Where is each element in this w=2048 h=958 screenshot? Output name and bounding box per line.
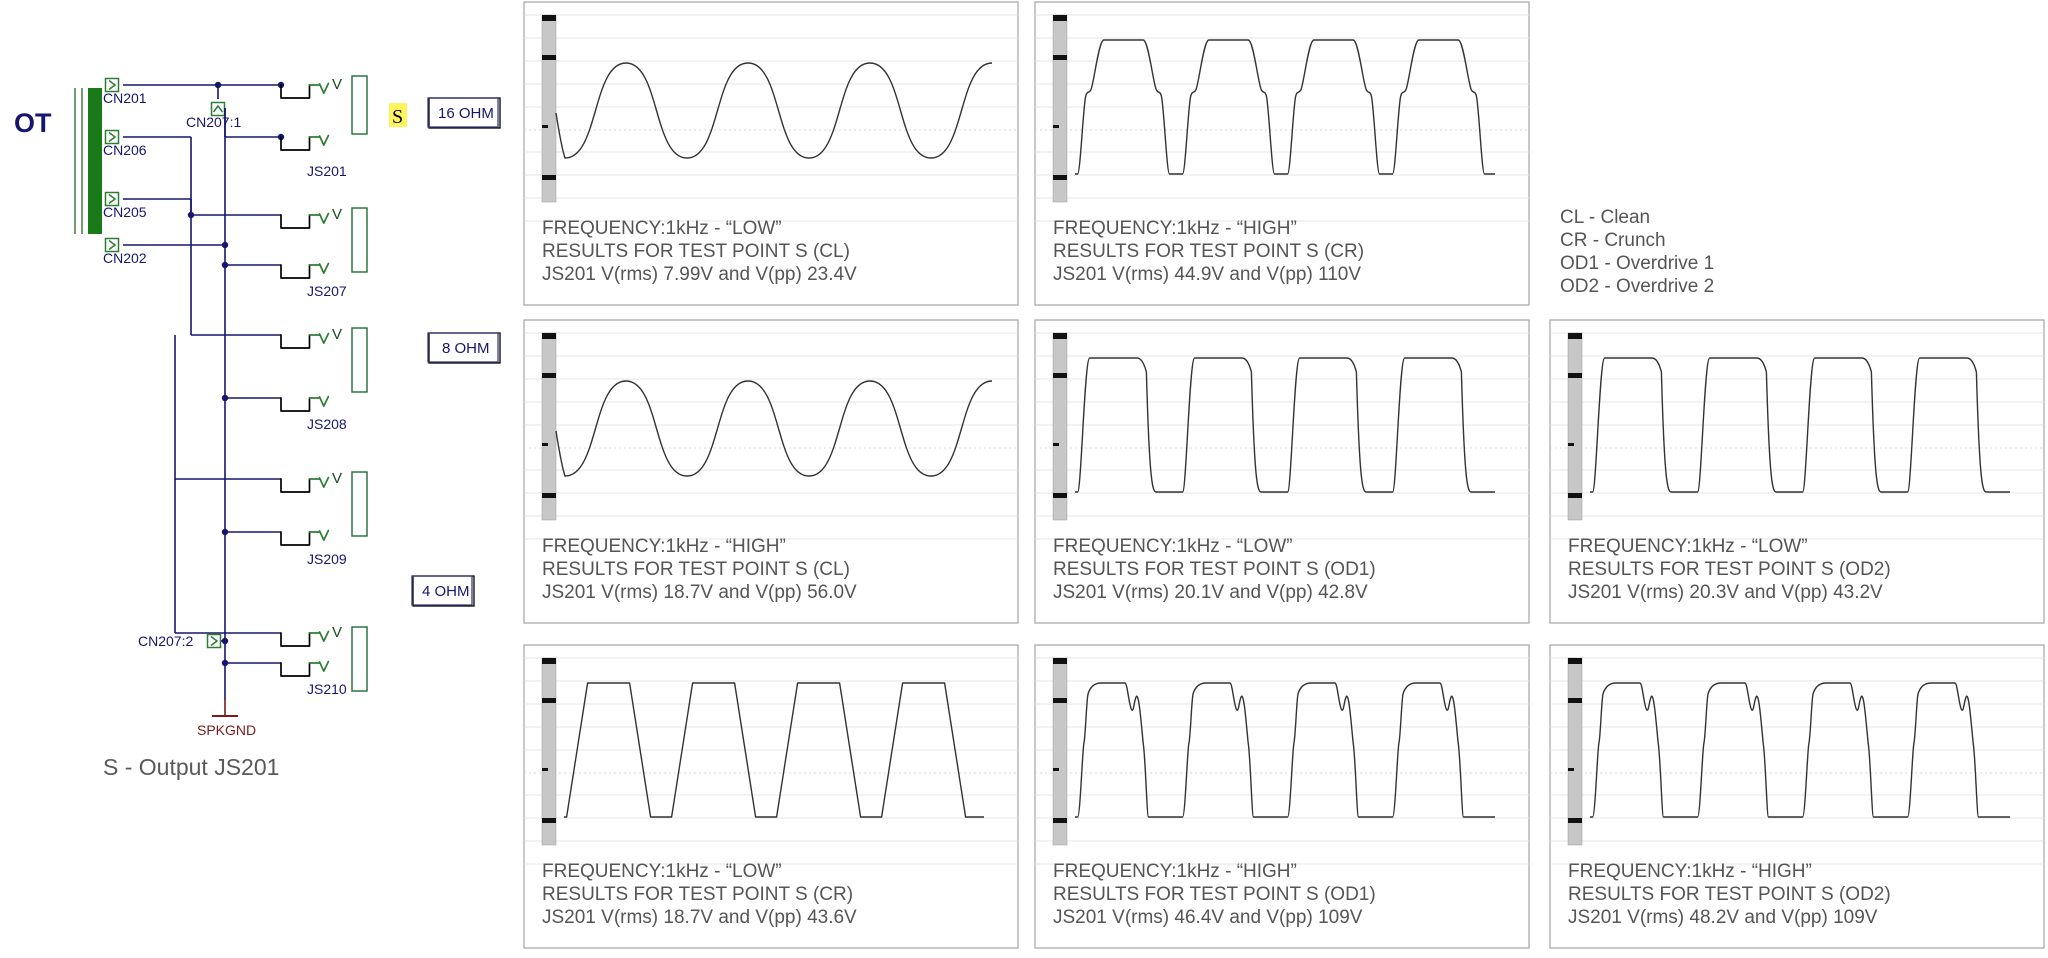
svg-text:S: S bbox=[392, 106, 403, 128]
svg-text:FREQUENCY:1kHz - “LOW”: FREQUENCY:1kHz - “LOW” bbox=[542, 218, 782, 239]
svg-text:JS201 V(rms) 20.1V and V(pp) 4: JS201 V(rms) 20.1V and V(pp) 42.8V bbox=[1053, 582, 1368, 603]
svg-text:RESULTS FOR TEST POINT S (OD1): RESULTS FOR TEST POINT S (OD1) bbox=[1053, 559, 1376, 580]
svg-text:JS201: JS201 bbox=[307, 163, 347, 179]
svg-text:FREQUENCY:1kHz - “LOW”: FREQUENCY:1kHz - “LOW” bbox=[542, 861, 782, 882]
svg-text:OT: OT bbox=[14, 108, 52, 138]
svg-text:JS201 V(rms) 48.2V and V(pp) 1: JS201 V(rms) 48.2V and V(pp) 109V bbox=[1568, 907, 1878, 928]
svg-text:FREQUENCY:1kHz - “HIGH”: FREQUENCY:1kHz - “HIGH” bbox=[1053, 218, 1297, 239]
svg-text:FREQUENCY:1kHz - “LOW”: FREQUENCY:1kHz - “LOW” bbox=[1053, 536, 1293, 557]
svg-text:FREQUENCY:1kHz - “LOW”: FREQUENCY:1kHz - “LOW” bbox=[1568, 536, 1808, 557]
svg-text:RESULTS FOR TEST POINT S (CL): RESULTS FOR TEST POINT S (CL) bbox=[542, 559, 850, 580]
svg-text:CN206: CN206 bbox=[103, 142, 147, 158]
svg-text:JS201 V(rms) 18.7V and V(pp) 5: JS201 V(rms) 18.7V and V(pp) 56.0V bbox=[542, 582, 857, 603]
svg-text:JS208: JS208 bbox=[307, 416, 347, 432]
svg-text:4 OHM: 4 OHM bbox=[422, 583, 470, 600]
svg-text:CN205: CN205 bbox=[103, 204, 147, 220]
svg-text:OD2 - Overdrive 2: OD2 - Overdrive 2 bbox=[1560, 276, 1714, 297]
svg-text:RESULTS FOR TEST POINT S (CL): RESULTS FOR TEST POINT S (CL) bbox=[542, 241, 850, 262]
svg-text:CL - Clean: CL - Clean bbox=[1560, 207, 1650, 228]
svg-text:RESULTS FOR TEST POINT S (OD2): RESULTS FOR TEST POINT S (OD2) bbox=[1568, 884, 1891, 905]
svg-text:RESULTS FOR TEST POINT S (OD2): RESULTS FOR TEST POINT S (OD2) bbox=[1568, 559, 1891, 580]
svg-text:FREQUENCY:1kHz - “HIGH”: FREQUENCY:1kHz - “HIGH” bbox=[1053, 861, 1297, 882]
svg-text:CN207:2: CN207:2 bbox=[138, 633, 193, 649]
svg-text:CN207:1: CN207:1 bbox=[186, 114, 241, 130]
svg-text:CN201: CN201 bbox=[103, 90, 147, 106]
svg-text:JS210: JS210 bbox=[307, 681, 347, 697]
svg-text:JS201 V(rms) 7.99V and V(pp) 2: JS201 V(rms) 7.99V and V(pp) 23.4V bbox=[542, 264, 857, 285]
svg-text:JS201 V(rms) 44.9V and V(pp) 1: JS201 V(rms) 44.9V and V(pp) 110V bbox=[1053, 264, 1361, 285]
svg-text:RESULTS FOR TEST POINT S (CR): RESULTS FOR TEST POINT S (CR) bbox=[542, 884, 853, 905]
svg-text:JS201 V(rms) 18.7V and V(pp) 4: JS201 V(rms) 18.7V and V(pp) 43.6V bbox=[542, 907, 857, 928]
svg-text:FREQUENCY:1kHz - “HIGH”: FREQUENCY:1kHz - “HIGH” bbox=[542, 536, 786, 557]
svg-text:S - Output JS201: S - Output JS201 bbox=[103, 754, 279, 780]
svg-text:JS209: JS209 bbox=[307, 551, 347, 567]
svg-text:RESULTS FOR TEST POINT S (OD1): RESULTS FOR TEST POINT S (OD1) bbox=[1053, 884, 1376, 905]
svg-text:16 OHM: 16 OHM bbox=[438, 105, 494, 122]
svg-text:RESULTS FOR TEST POINT S (CR): RESULTS FOR TEST POINT S (CR) bbox=[1053, 241, 1364, 262]
svg-text:OD1 - Overdrive 1: OD1 - Overdrive 1 bbox=[1560, 253, 1714, 274]
svg-text:CR - Crunch: CR - Crunch bbox=[1560, 230, 1666, 251]
svg-text:JS201 V(rms) 20.3V and V(pp) 4: JS201 V(rms) 20.3V and V(pp) 43.2V bbox=[1568, 582, 1883, 603]
svg-text:JS201 V(rms) 46.4V and V(pp) 1: JS201 V(rms) 46.4V and V(pp) 109V bbox=[1053, 907, 1363, 928]
svg-text:JS207: JS207 bbox=[307, 283, 347, 299]
svg-text:FREQUENCY:1kHz - “HIGH”: FREQUENCY:1kHz - “HIGH” bbox=[1568, 861, 1812, 882]
svg-text:CN202: CN202 bbox=[103, 250, 147, 266]
svg-text:8 OHM: 8 OHM bbox=[442, 340, 490, 357]
svg-text:SPKGND: SPKGND bbox=[197, 722, 256, 738]
